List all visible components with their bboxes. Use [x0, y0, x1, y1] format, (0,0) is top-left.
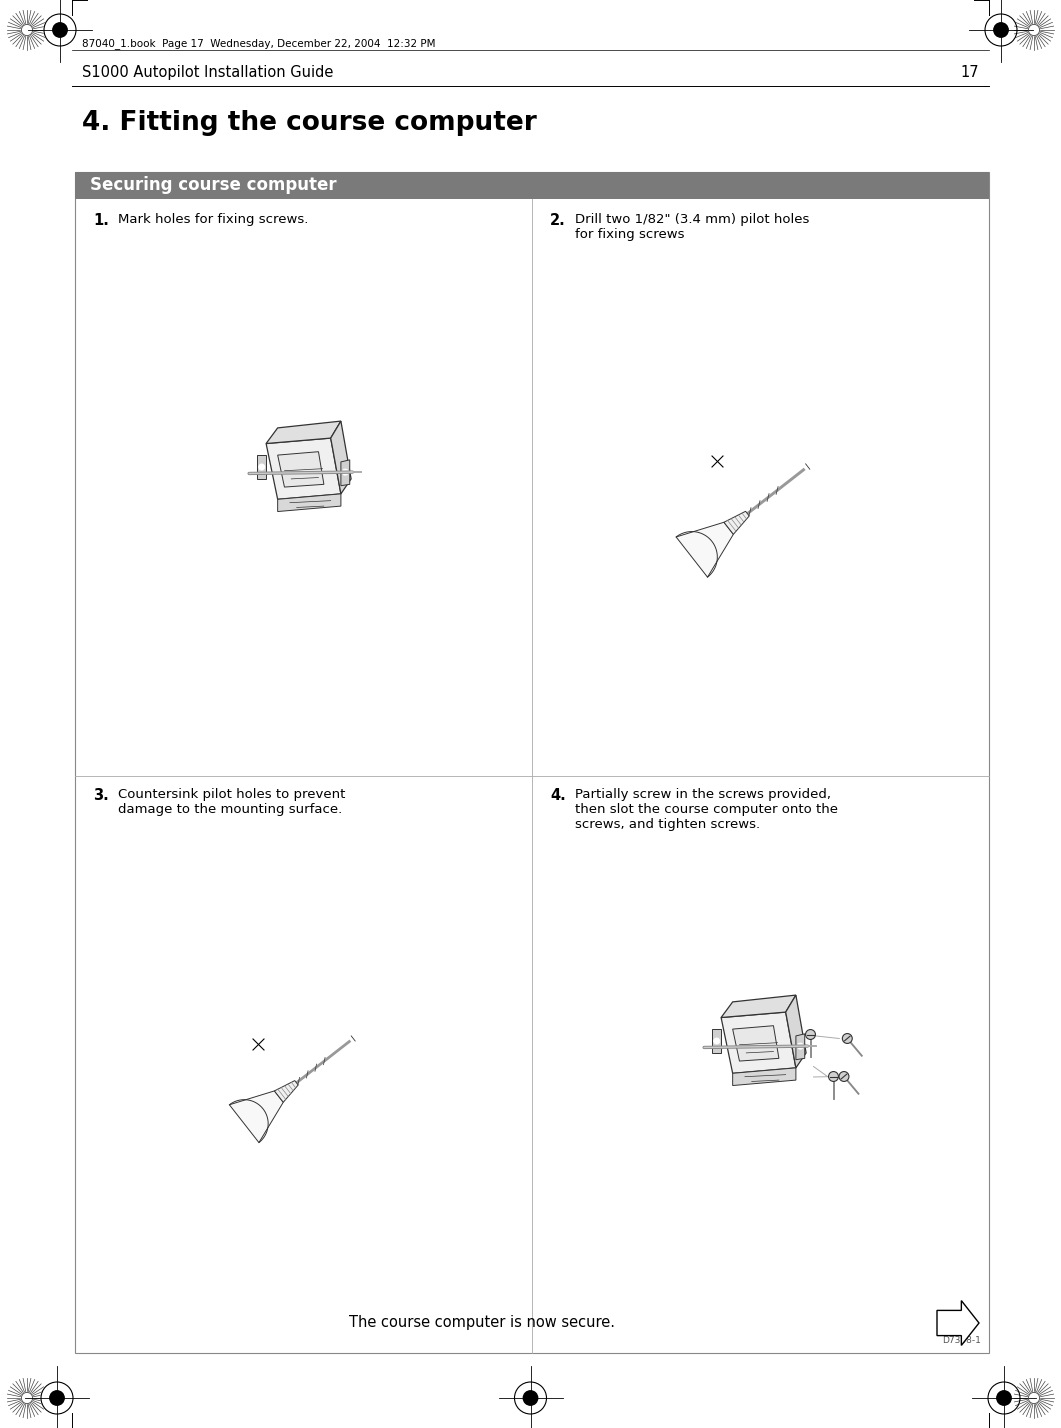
Text: 2.: 2. — [550, 213, 566, 228]
Polygon shape — [331, 421, 351, 494]
Circle shape — [994, 23, 1008, 37]
Text: 4.: 4. — [550, 788, 566, 803]
Polygon shape — [796, 1034, 804, 1060]
Text: 4. Fitting the course computer: 4. Fitting the course computer — [82, 110, 537, 136]
Polygon shape — [275, 1081, 298, 1102]
Polygon shape — [937, 1301, 979, 1345]
Polygon shape — [278, 494, 341, 511]
Circle shape — [21, 24, 33, 36]
Text: Mark holes for fixing screws.: Mark holes for fixing screws. — [118, 213, 309, 226]
Circle shape — [50, 1391, 65, 1405]
Polygon shape — [712, 1030, 721, 1052]
Polygon shape — [278, 451, 324, 487]
Polygon shape — [721, 995, 796, 1018]
Text: 87040_1.book  Page 17  Wednesday, December 22, 2004  12:32 PM: 87040_1.book Page 17 Wednesday, December… — [82, 39, 435, 50]
Polygon shape — [676, 523, 733, 577]
Polygon shape — [257, 456, 266, 478]
Text: S1000 Autopilot Installation Guide: S1000 Autopilot Installation Guide — [82, 64, 333, 80]
Text: D7338-1: D7338-1 — [942, 1337, 981, 1345]
Circle shape — [839, 1071, 849, 1081]
Circle shape — [842, 1034, 852, 1044]
Polygon shape — [786, 995, 806, 1068]
Circle shape — [259, 464, 265, 470]
Circle shape — [805, 1030, 816, 1040]
Circle shape — [996, 1391, 1011, 1405]
Text: Drill two 1/82" (3.4 mm) pilot holes
for fixing screws: Drill two 1/82" (3.4 mm) pilot holes for… — [575, 213, 810, 241]
Circle shape — [21, 1392, 33, 1404]
Circle shape — [523, 1391, 538, 1405]
Circle shape — [53, 23, 67, 37]
Polygon shape — [341, 460, 350, 486]
Circle shape — [829, 1071, 838, 1081]
Circle shape — [797, 1042, 803, 1050]
Text: 17: 17 — [960, 64, 979, 80]
Circle shape — [44, 14, 76, 46]
Text: The course computer is now secure.: The course computer is now secure. — [349, 1315, 615, 1331]
Polygon shape — [229, 1091, 283, 1142]
FancyBboxPatch shape — [75, 171, 989, 1352]
Circle shape — [714, 1038, 719, 1044]
Text: Partially screw in the screws provided,
then slot the course computer onto the
s: Partially screw in the screws provided, … — [575, 788, 838, 831]
Circle shape — [1028, 1392, 1040, 1404]
Polygon shape — [724, 511, 749, 534]
Circle shape — [988, 1382, 1020, 1414]
Circle shape — [1028, 24, 1040, 36]
Text: Countersink pilot holes to prevent
damage to the mounting surface.: Countersink pilot holes to prevent damag… — [118, 788, 346, 815]
Polygon shape — [733, 1068, 796, 1085]
Circle shape — [985, 14, 1017, 46]
FancyBboxPatch shape — [75, 171, 989, 198]
Text: 3.: 3. — [93, 788, 108, 803]
Polygon shape — [266, 438, 341, 500]
Text: Securing course computer: Securing course computer — [90, 177, 336, 194]
Circle shape — [343, 468, 348, 476]
Circle shape — [41, 1382, 73, 1414]
Polygon shape — [733, 1025, 779, 1061]
Circle shape — [515, 1382, 546, 1414]
Polygon shape — [721, 1012, 796, 1074]
Polygon shape — [266, 421, 341, 444]
Text: 1.: 1. — [93, 213, 109, 228]
